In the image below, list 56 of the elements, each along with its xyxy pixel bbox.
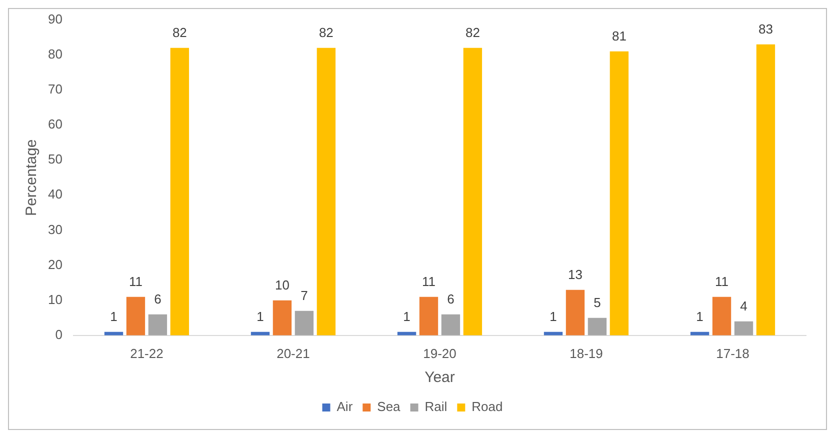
bar: [294, 310, 314, 336]
data-label: 82: [465, 24, 480, 40]
y-tick-label: 60: [48, 116, 62, 132]
data-label: 1: [403, 308, 410, 324]
bar: [316, 48, 336, 336]
data-label: 1: [110, 308, 118, 324]
bar: [272, 300, 292, 336]
data-label: 1: [696, 308, 704, 324]
y-axis-title: Percentage: [23, 139, 40, 216]
data-label: 11: [715, 274, 729, 289]
y-tick-label: 10: [48, 292, 62, 307]
bar: [463, 48, 482, 336]
legend-label: Sea: [377, 399, 402, 414]
y-tick-label: 70: [48, 82, 62, 97]
x-tick-label: 17-18: [716, 346, 750, 361]
y-tick-label: 40: [48, 186, 62, 202]
data-label: 6: [154, 291, 162, 306]
bar: [419, 296, 438, 336]
bar: [712, 296, 732, 336]
bar: [588, 318, 607, 336]
x-tick-label: 19-20: [423, 346, 456, 361]
bar: [610, 51, 629, 336]
y-tick-label: 30: [48, 222, 62, 237]
x-axis-title: Year: [424, 369, 455, 386]
bar: [441, 314, 460, 336]
bar: [734, 321, 754, 336]
data-label: 83: [758, 21, 773, 36]
data-label: 11: [128, 274, 142, 289]
bar: [566, 290, 585, 336]
data-label: 4: [740, 298, 748, 314]
legend-label: Air: [336, 399, 354, 414]
data-label: 7: [300, 288, 308, 303]
data-label: 10: [275, 277, 290, 292]
legend-label: Rail: [424, 399, 448, 414]
x-tick-label: 20-21: [276, 346, 310, 361]
bar: [126, 296, 146, 336]
y-tick-label: 90: [48, 11, 62, 26]
y-tick-label: 50: [48, 152, 62, 167]
y-tick-label: 0: [55, 326, 62, 342]
bar: [756, 44, 776, 336]
bar: [148, 314, 168, 336]
data-label: 1: [550, 308, 557, 324]
legend-label: Road: [472, 399, 503, 414]
data-label: 13: [568, 266, 582, 282]
data-label: 1: [256, 308, 264, 324]
data-label: 11: [422, 274, 436, 289]
data-label: 82: [318, 24, 334, 40]
data-label: 81: [612, 28, 626, 44]
y-tick-label: 20: [48, 256, 62, 272]
x-tick-label: 21-22: [130, 346, 164, 361]
data-label: 5: [594, 294, 601, 310]
data-label: 6: [447, 291, 454, 306]
y-tick-label: 80: [48, 46, 62, 62]
bar: [170, 48, 190, 336]
data-label: 82: [172, 24, 187, 40]
x-tick-label: 18-19: [570, 346, 603, 361]
